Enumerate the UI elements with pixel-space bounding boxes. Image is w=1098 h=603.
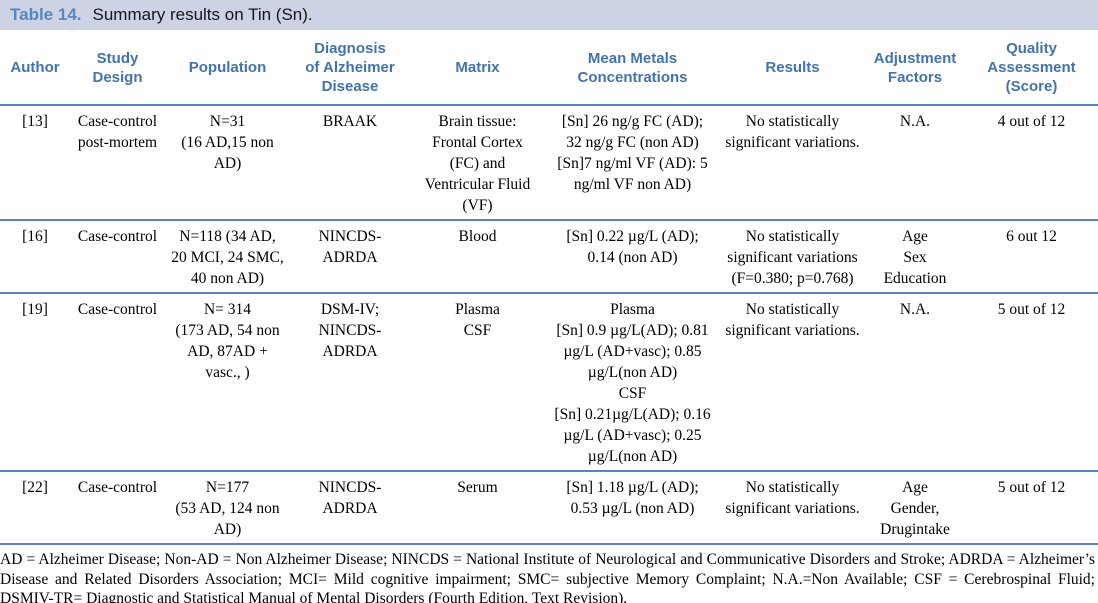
col-header-results: Results [720, 30, 865, 106]
cell-results: No statistically significant variations. [720, 293, 865, 472]
table-row-study-16: [16] Case-control N=118 (34 AD, 20 MCI, … [0, 220, 1098, 294]
col-header-diagnosis: Diagnosis of Alzheimer Disease [290, 30, 410, 106]
cell-diagnosis: NINCDS- ADRDA [290, 220, 410, 294]
summary-table: Author Study Design Population Diagnosis… [0, 30, 1098, 545]
cell-matrix: Serum [410, 471, 545, 545]
cell-quality: 5 out of 12 [965, 471, 1098, 545]
table-row-study-13: [13] Case-control post-mortem N=31 (16 A… [0, 105, 1098, 221]
cell-adjustment: Age Sex Education [865, 220, 965, 294]
cell-population: N=177 (53 AD, 124 non AD) [165, 471, 290, 545]
cell-study-design: Case-control [70, 220, 165, 294]
cell-mean-metals: [Sn] 1.18 µg/L (AD); 0.53 µg/L (non AD) [545, 471, 720, 545]
cell-author: [19] [0, 293, 70, 472]
cell-quality: 6 out 12 [965, 220, 1098, 294]
col-header-quality: Quality Assessment (Score) [965, 30, 1098, 106]
cell-author: [22] [0, 471, 70, 545]
cell-diagnosis: BRAAK [290, 105, 410, 221]
cell-mean-metals: [Sn] 0.22 µg/L (AD); 0.14 (non AD) [545, 220, 720, 294]
cell-study-design: Case-control [70, 293, 165, 472]
cell-author: [16] [0, 220, 70, 294]
table-number: Table 14. [10, 5, 82, 24]
cell-adjustment: Age Gender, Drugintake [865, 471, 965, 545]
cell-results: No statistically significant variations. [720, 471, 865, 545]
cell-diagnosis: NINCDS- ADRDA [290, 471, 410, 545]
table-row-study-19: [19] Case-control N= 314 (173 AD, 54 non… [0, 293, 1098, 472]
col-header-population: Population [165, 30, 290, 106]
cell-population: N=118 (34 AD, 20 MCI, 24 SMC, 40 non AD) [165, 220, 290, 294]
cell-quality: 5 out of 12 [965, 293, 1098, 472]
col-header-adjustment: Adjustment Factors [865, 30, 965, 106]
table-caption-bar: Table 14. Summary results on Tin (Sn). [0, 0, 1098, 30]
col-header-matrix: Matrix [410, 30, 545, 106]
col-header-mean-metals: Mean Metals Concentrations [545, 30, 720, 106]
cell-matrix: Blood [410, 220, 545, 294]
col-header-author: Author [0, 30, 70, 106]
cell-diagnosis: DSM-IV; NINCDS- ADRDA [290, 293, 410, 472]
cell-mean-metals: [Sn] 26 ng/g FC (AD); 32 ng/g FC (non AD… [545, 105, 720, 221]
cell-results: No statistically significant variations. [720, 105, 865, 221]
table-row-study-22: [22] Case-control N=177 (53 AD, 124 non … [0, 471, 1098, 545]
header-row: Author Study Design Population Diagnosis… [0, 30, 1098, 106]
cell-study-design: Case-control [70, 471, 165, 545]
cell-adjustment: N.A. [865, 105, 965, 221]
table-title: Summary results on Tin (Sn). [92, 5, 313, 24]
cell-matrix: Brain tissue: Frontal Cortex (FC) and Ve… [410, 105, 545, 221]
cell-population: N= 314 (173 AD, 54 non AD, 87AD + vasc.,… [165, 293, 290, 472]
cell-quality: 4 out of 12 [965, 105, 1098, 221]
col-header-study-design: Study Design [70, 30, 165, 106]
cell-adjustment: N.A. [865, 293, 965, 472]
cell-study-design: Case-control post-mortem [70, 105, 165, 221]
cell-mean-metals: Plasma [Sn] 0.9 µg/L(AD); 0.81 µg/L (AD+… [545, 293, 720, 472]
cell-results: No statistically significant variations … [720, 220, 865, 294]
cell-matrix: Plasma CSF [410, 293, 545, 472]
cell-population: N=31 (16 AD,15 non AD) [165, 105, 290, 221]
cell-author: [13] [0, 105, 70, 221]
abbreviations-footnote: AD = Alzheimer Disease; Non-AD = Non Alz… [0, 551, 1095, 603]
